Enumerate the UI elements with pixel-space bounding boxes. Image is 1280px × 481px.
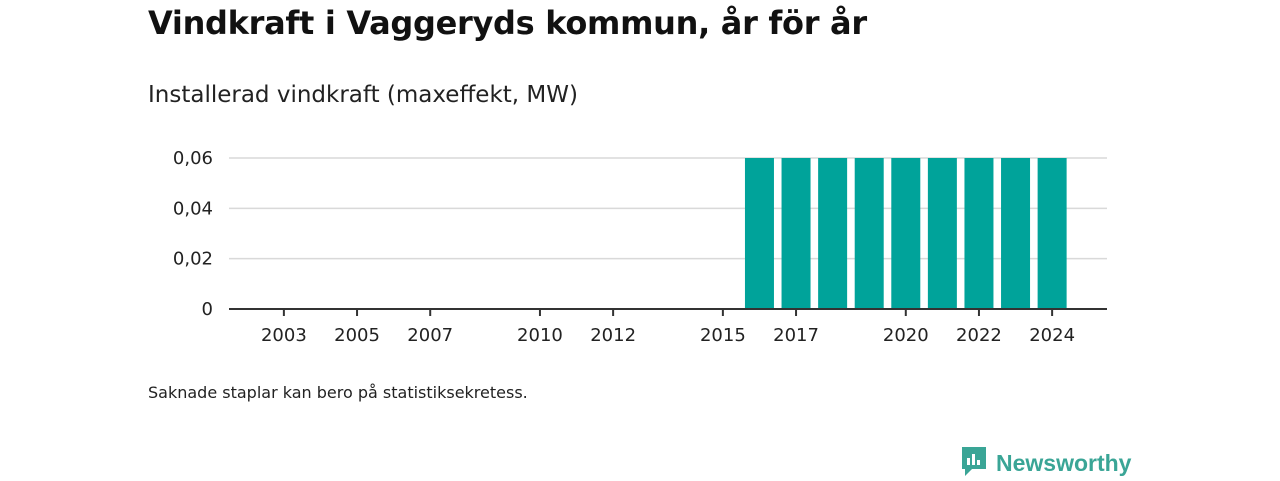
y-tick-label: 0 [202, 299, 213, 320]
x-tick-label: 2022 [956, 325, 1002, 346]
bars [744, 158, 1067, 309]
bar-2016[interactable] [744, 158, 774, 309]
x-tick-label: 2012 [590, 325, 636, 346]
x-tick-label: 2020 [883, 325, 929, 346]
y-tick-label: 0,04 [173, 198, 213, 219]
y-tick-label: 0,02 [173, 249, 213, 270]
chart-title: Vindkraft i Vaggeryds kommun, år för år [148, 4, 867, 42]
bar-2017[interactable] [781, 158, 811, 309]
x-tick-label: 2003 [261, 325, 307, 346]
x-tick-label: 2010 [517, 325, 563, 346]
x-axis-ticks: 2003 2005 2007 2010 2012 2015 2017 2020 2022 2024 [261, 309, 1075, 346]
x-tick-label: 2007 [407, 325, 453, 346]
gridlines [229, 157, 1107, 260]
y-axis-ticks: 0 0,02 0,04 0,06 [173, 148, 213, 320]
brand-name: Newsworthy [996, 449, 1132, 476]
bar-chart: 2003 2005 2007 2010 2012 2015 2017 2020 2022 2024… [173, 148, 1107, 346]
x-tick-label: 2015 [700, 325, 746, 346]
x-tick-label: 2005 [334, 325, 380, 346]
bar-2020[interactable] [891, 158, 921, 309]
bar-2021[interactable] [927, 158, 957, 309]
bar-2018[interactable] [818, 158, 848, 309]
brand-logo[interactable]: Newsworthy [960, 446, 1131, 480]
bar-2019[interactable] [854, 158, 884, 309]
bar-2023[interactable] [1001, 158, 1031, 309]
newsworthy-logo-icon [960, 445, 988, 481]
footnote: Saknade staplar kan bero på statistiksek… [148, 383, 528, 402]
y-tick-label: 0,06 [173, 148, 213, 169]
bar-2022[interactable] [964, 158, 994, 309]
x-tick-label: 2024 [1029, 325, 1075, 346]
x-tick-label: 2017 [773, 325, 819, 346]
bar-2024[interactable] [1037, 158, 1067, 309]
chart-subtitle: Installerad vindkraft (maxeffekt, MW) [148, 82, 578, 108]
